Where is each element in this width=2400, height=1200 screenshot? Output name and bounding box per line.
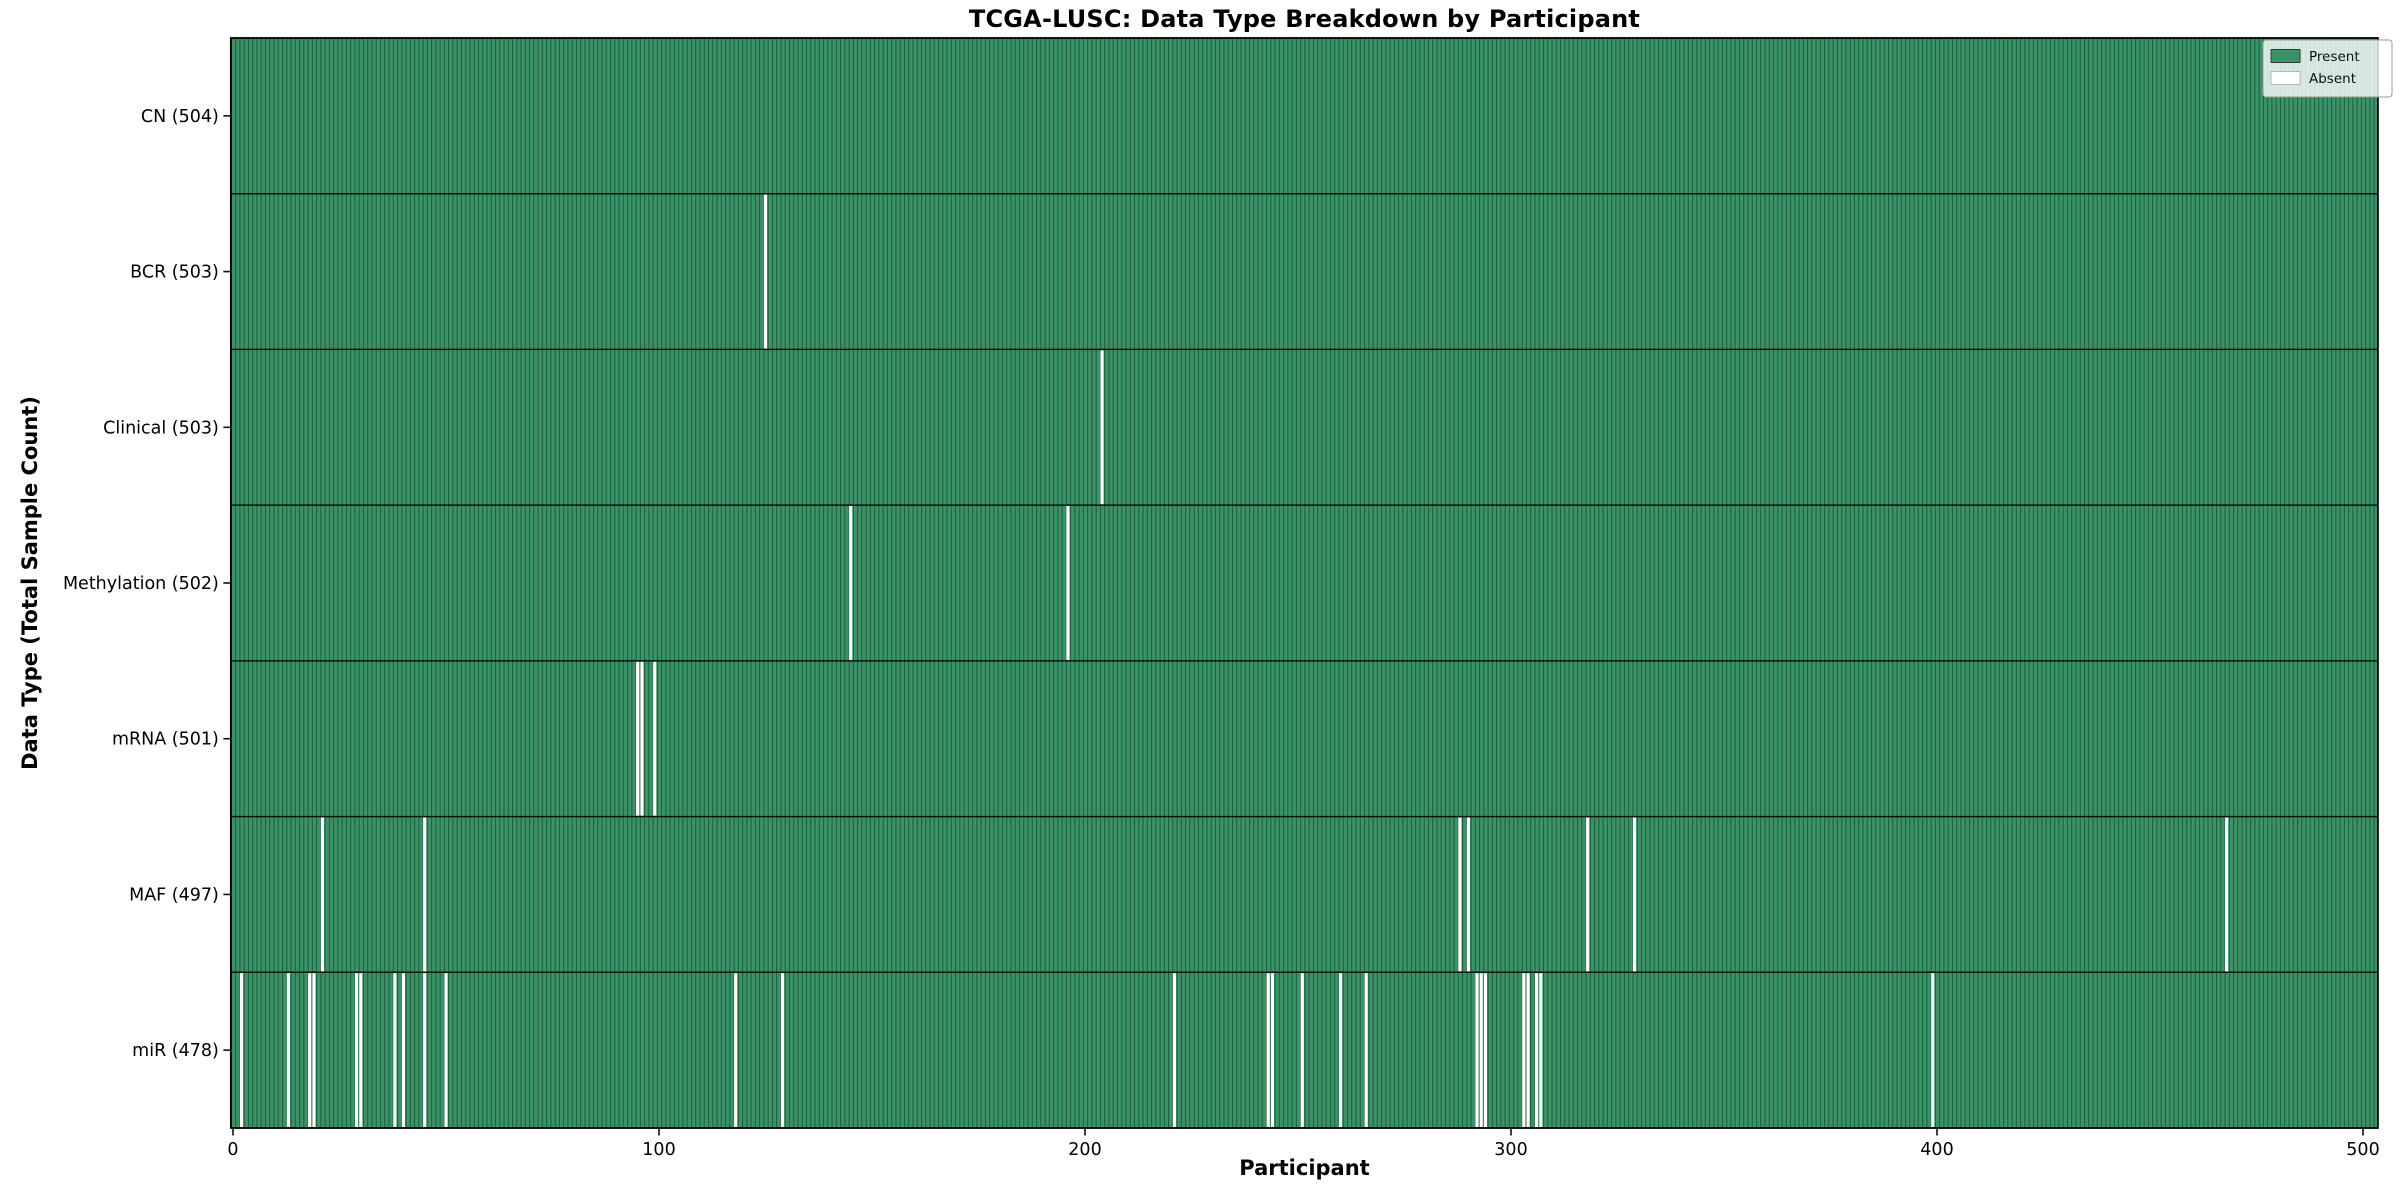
y-tick-label-miR: miR (478) — [132, 1041, 219, 1061]
x-tick-label-100: 100 — [642, 1140, 675, 1160]
legend-swatch-present — [2270, 49, 2301, 63]
absent-bar-Methylation-196 — [1066, 506, 1070, 660]
absent-bar-miR-399 — [1931, 973, 1935, 1128]
absent-bar-miR-251 — [1300, 973, 1304, 1128]
absent-bar-Methylation-145 — [849, 506, 853, 660]
absent-bar-miR-29 — [354, 973, 359, 1128]
absent-bar-miR-13 — [286, 973, 290, 1128]
y-tick-label-BCR: BCR (503) — [130, 263, 219, 283]
absent-bar-miR-18 — [308, 973, 312, 1128]
absent-bar-MAF-329 — [1632, 817, 1637, 972]
x-tick-label-500: 500 — [2346, 1140, 2379, 1160]
absent-bar-miR-260 — [1339, 973, 1343, 1128]
absent-bar-MAF-468 — [2225, 817, 2229, 972]
x-axis-title: Participant — [1239, 1156, 1370, 1180]
absent-bar-miR-294 — [1483, 973, 1488, 1128]
absent-bar-miR-40 — [401, 973, 405, 1128]
absent-bar-miR-306 — [1534, 973, 1539, 1128]
legend-label-present: Present — [2309, 49, 2360, 65]
absent-bar-Clinical-204 — [1100, 350, 1104, 505]
absent-bar-miR-243 — [1266, 973, 1270, 1128]
y-axis-title: Data Type (Total Sample Count) — [18, 396, 42, 770]
absent-bar-MAF-318 — [1586, 817, 1590, 972]
y-tick-label-Methylation: Methylation (502) — [63, 574, 219, 594]
y-tick-label-mRNA: mRNA (501) — [112, 730, 219, 750]
absent-bar-miR-19 — [312, 973, 316, 1128]
absent-bar-miR-30 — [359, 973, 363, 1128]
absent-bar-MAF-21 — [320, 817, 325, 972]
absent-bar-miR-293 — [1479, 973, 1483, 1128]
absent-bar-miR-50 — [444, 973, 448, 1128]
absent-bar-MAF-45 — [423, 817, 427, 972]
absent-bar-miR-38 — [393, 973, 397, 1128]
absent-bar-miR-118 — [734, 973, 738, 1128]
legend-swatch-absent — [2270, 71, 2301, 85]
absent-bar-mRNA-96 — [640, 661, 644, 816]
y-tick-label-MAF: MAF (497) — [129, 885, 219, 905]
legend-label-absent: Absent — [2309, 71, 2356, 87]
absent-bar-miR-292 — [1475, 973, 1479, 1128]
absent-bar-miR-2 — [239, 973, 244, 1128]
x-tick-label-200: 200 — [1068, 1140, 1101, 1160]
x-tick-label-0: 0 — [227, 1140, 238, 1160]
absent-bar-BCR-125 — [763, 194, 768, 349]
absent-bar-miR-304 — [1526, 973, 1530, 1128]
absent-bar-MAF-290 — [1466, 817, 1470, 972]
absent-bar-miR-221 — [1172, 973, 1177, 1128]
absent-bar-miR-266 — [1364, 973, 1368, 1128]
absent-bar-miR-307 — [1539, 973, 1543, 1128]
chart-title: TCGA-LUSC: Data Type Breakdown by Partic… — [968, 5, 1641, 33]
absent-bar-miR-244 — [1270, 973, 1275, 1128]
absent-bar-miR-45 — [423, 973, 427, 1128]
absent-bar-mRNA-95 — [636, 661, 640, 816]
absent-bar-MAF-288 — [1458, 817, 1462, 972]
y-tick-label-Clinical: Clinical (503) — [103, 418, 219, 438]
absent-bar-mRNA-99 — [653, 661, 657, 816]
x-tick-label-300: 300 — [1494, 1140, 1527, 1160]
y-tick-label-CN: CN (504) — [141, 107, 219, 127]
x-tick-label-400: 400 — [1920, 1140, 1953, 1160]
absent-bar-miR-303 — [1522, 973, 1526, 1128]
absent-bar-miR-129 — [780, 973, 785, 1128]
present-bars-field — [230, 38, 2378, 1128]
